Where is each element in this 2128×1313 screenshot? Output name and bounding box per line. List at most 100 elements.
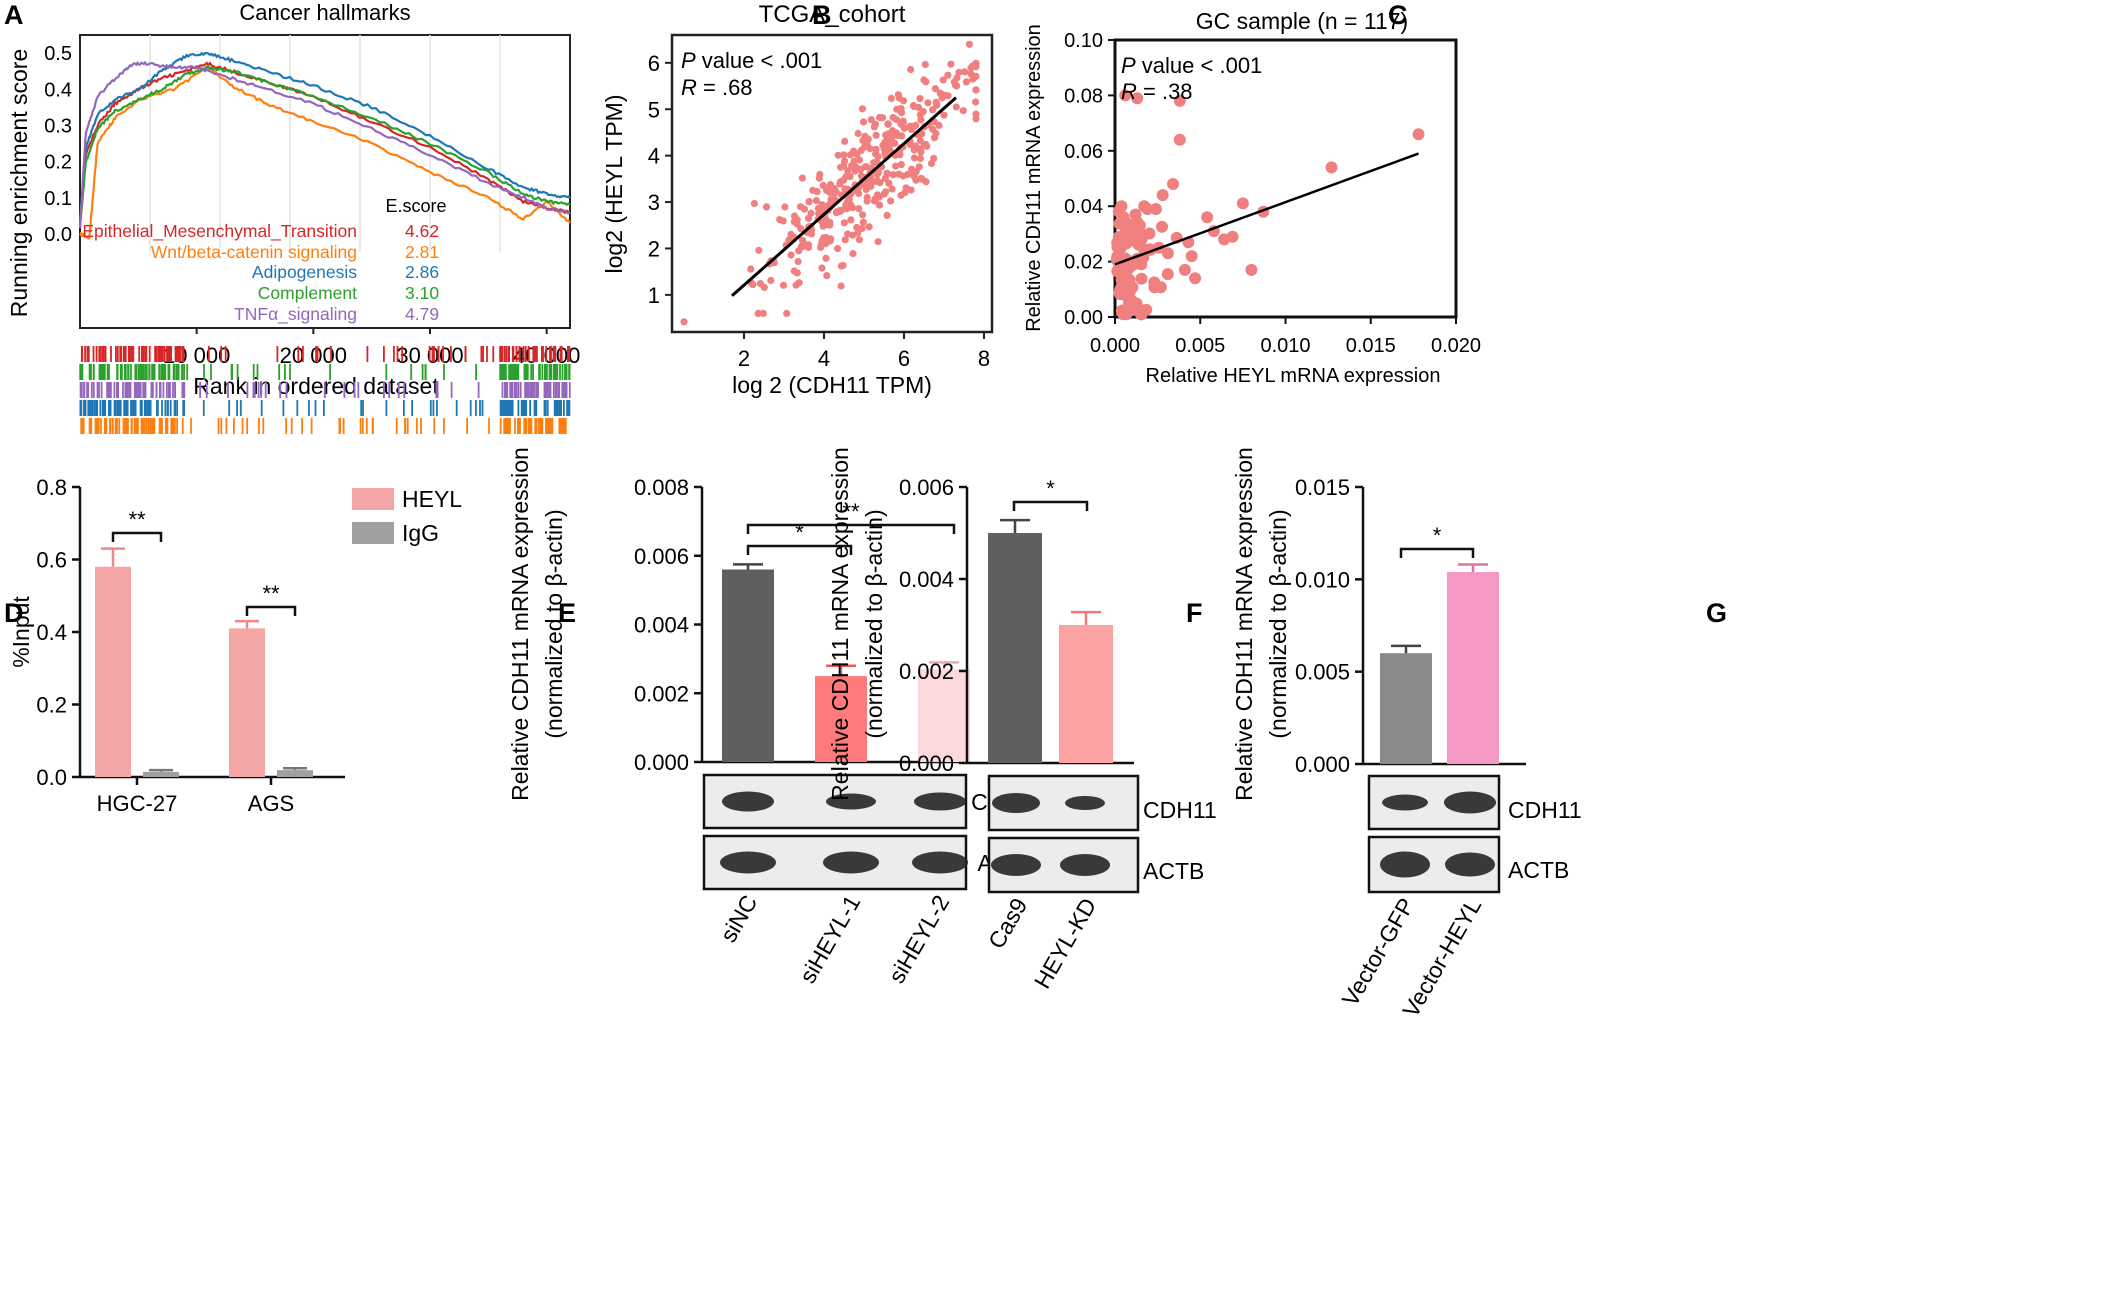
data-point (822, 254, 830, 262)
data-point (840, 219, 848, 227)
data-point (847, 216, 855, 224)
bar-heyl-kd (1059, 625, 1113, 763)
data-point (872, 145, 880, 153)
y-tick-label: 6 (648, 51, 660, 76)
significance-bracket (1012, 500, 1089, 511)
data-point (1129, 208, 1142, 221)
data-point (916, 95, 924, 103)
panel-label-c: C (1388, 0, 1408, 30)
data-point (1126, 258, 1139, 271)
data-point (805, 197, 813, 206)
data-point (955, 68, 963, 76)
data-point (944, 71, 952, 79)
data-point (965, 40, 974, 48)
data-point (921, 60, 929, 69)
data-point (917, 116, 925, 124)
bar-igg (143, 771, 179, 777)
data-point (854, 129, 862, 138)
blot-band (1382, 794, 1428, 811)
data-point (972, 98, 980, 106)
bar-siheyl-1 (815, 676, 867, 762)
data-point (1131, 92, 1144, 105)
legend-score: 4.79 (405, 304, 439, 324)
data-point (972, 86, 980, 94)
data-point (912, 176, 920, 184)
data-point (756, 280, 765, 288)
data-point (798, 236, 807, 244)
data-point (915, 103, 923, 111)
data-point (919, 108, 927, 116)
data-point (1161, 247, 1174, 260)
bar-heyl (229, 628, 265, 777)
data-point (1178, 263, 1191, 276)
data-point (837, 262, 846, 270)
chip-input-bar-chart: 0.0 0.2 0.4 0.6 0.8 HGC-27 AGS ** ** %Input HEYL Ig… (8, 475, 462, 816)
legend-score: 2.86 (405, 262, 439, 282)
enrichment-line-3 (78, 51, 571, 225)
data-point (837, 282, 845, 290)
enrichment-line-5 (78, 60, 571, 229)
chart-title: TCGA_cohort (759, 1, 906, 28)
data-point (787, 230, 795, 238)
blot-band (1065, 796, 1105, 810)
data-point (1412, 128, 1425, 141)
data-point (874, 238, 882, 246)
panel-label-b: B (812, 0, 832, 30)
enrichment-line-2 (79, 66, 571, 240)
data-point (1154, 281, 1167, 294)
data-point (823, 221, 831, 229)
data-point (1115, 304, 1128, 317)
data-point (759, 309, 767, 317)
data-point (859, 118, 868, 126)
data-point (929, 106, 937, 114)
data-point (912, 168, 920, 176)
significance-stars: * (795, 520, 804, 545)
panel-label-g: G (1706, 598, 1727, 628)
data-point (932, 130, 940, 138)
data-point (807, 230, 816, 238)
data-point (924, 99, 932, 107)
data-point (887, 197, 895, 205)
significance-stars: * (1433, 523, 1442, 548)
y-tick-label: 0.008 (634, 475, 689, 500)
data-point (858, 224, 866, 233)
y-tick-label: 0.004 (634, 613, 689, 638)
bar-heyl (95, 566, 131, 777)
bar-cas9 (988, 533, 1042, 763)
data-point (762, 203, 771, 211)
x-tick-label: 8 (978, 346, 990, 371)
y-tick-label: 0.06 (1064, 141, 1103, 163)
data-point (1185, 250, 1198, 263)
data-point (850, 157, 858, 165)
significance-stars: * (1046, 476, 1055, 501)
data-point (880, 190, 888, 198)
legend-title: E.score (385, 196, 446, 216)
data-point (680, 318, 688, 326)
legend-swatch-heyl (352, 488, 394, 510)
significance-bracket (111, 531, 163, 542)
x-tick-label: HGC-27 (97, 791, 178, 816)
data-point (846, 151, 855, 159)
data-point (809, 186, 817, 194)
y-tick-label: 0.1 (44, 188, 72, 210)
blot-label-actb: ACTB (1143, 858, 1204, 884)
y-tick-label: 0.2 (44, 152, 72, 174)
gsea-enrichment-chart: Cancer hallmarks 0.0 0.1 0.2 0.3 0.4 0.5 10 000… (6, 0, 580, 434)
y-tick-label: 0.010 (1295, 567, 1350, 592)
data-point (888, 185, 896, 193)
data-point (889, 113, 897, 122)
data-point (818, 264, 826, 272)
data-point (885, 179, 893, 187)
legend-label: TNFα_signaling (234, 304, 357, 325)
y-tick-label: 0.4 (36, 620, 67, 645)
blot-band (991, 854, 1041, 876)
data-point (933, 101, 941, 109)
data-point (915, 145, 923, 153)
p-value-annotation: P value < .001 (1121, 53, 1262, 78)
data-point (927, 159, 936, 168)
y-tick-label: 3 (648, 190, 660, 215)
data-point (900, 124, 908, 132)
data-point (870, 197, 879, 205)
bar-igg (277, 770, 313, 777)
data-point (912, 121, 920, 129)
